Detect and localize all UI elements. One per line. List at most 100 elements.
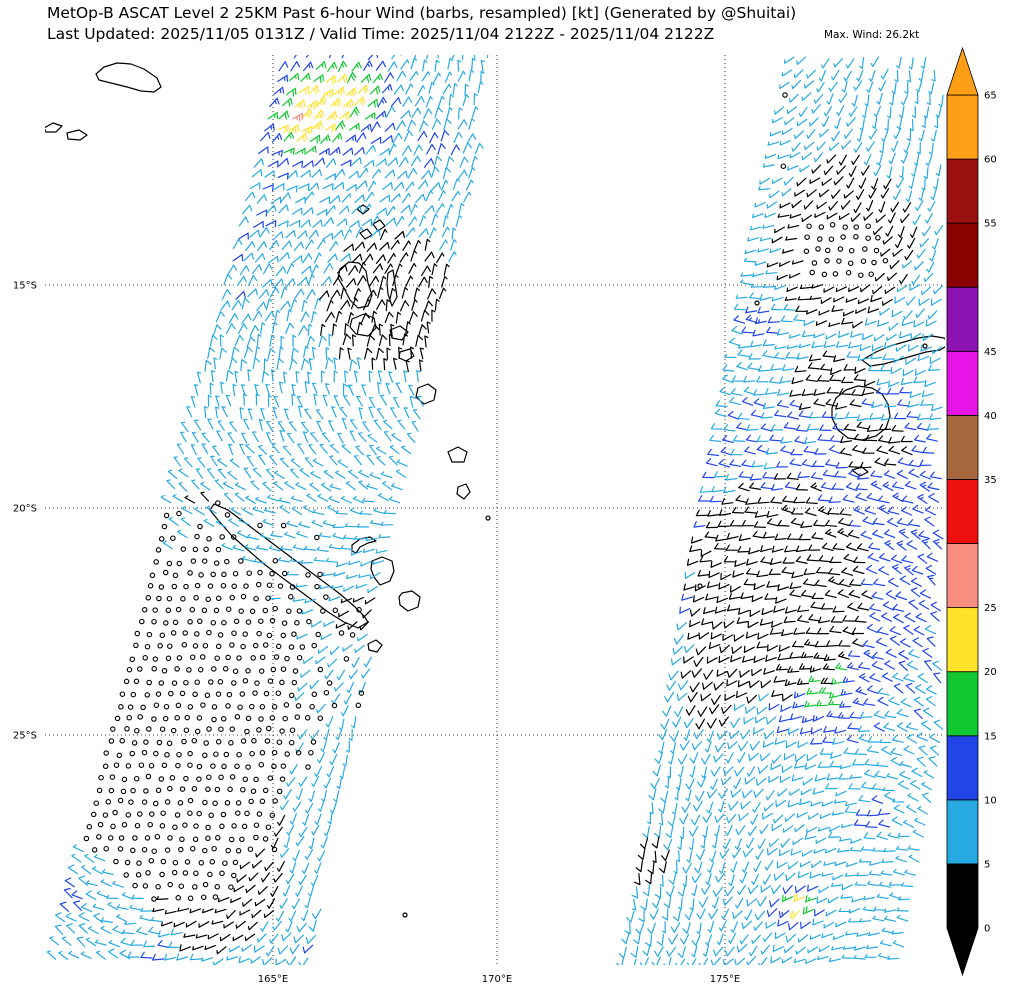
- calm-circle: [262, 642, 269, 648]
- coastline-ambrym: [389, 325, 409, 341]
- calm-circle: [189, 845, 196, 852]
- calm-circle: [868, 271, 874, 277]
- max-wind-label: Max. Wind: 26.2kt: [824, 29, 920, 41]
- calm-circle: [294, 620, 300, 626]
- calm-circle: [133, 642, 139, 649]
- calm-circle: [229, 774, 236, 780]
- calm-circle: [171, 680, 178, 686]
- calm-circle: [235, 800, 242, 806]
- colorbar-band: [946, 350, 979, 416]
- calm-circle: [236, 751, 242, 758]
- calm-circle: [232, 859, 239, 866]
- calm-circle: [136, 860, 142, 866]
- calm-circle: [253, 822, 260, 828]
- calm-circle: [142, 655, 148, 661]
- calm-circle: [174, 812, 181, 818]
- calm-circle: [133, 775, 140, 782]
- calm-circle: [201, 558, 208, 564]
- calm-circle: [187, 762, 193, 768]
- calm-circle: [242, 678, 249, 684]
- calm-circle: [118, 704, 124, 710]
- calm-circle: [231, 680, 237, 686]
- calm-circle: [86, 824, 93, 830]
- calm-circle: [284, 751, 290, 757]
- calm-circle: [272, 605, 278, 612]
- calm-circle: [127, 704, 134, 710]
- calm-circle: [809, 269, 815, 276]
- calm-circle: [239, 836, 245, 843]
- calm-circle: [355, 702, 362, 709]
- calm-circle: [837, 246, 844, 252]
- calm-circle: [824, 258, 830, 264]
- calm-circle: [182, 822, 188, 828]
- calm-circle: [882, 257, 889, 264]
- calm-circle: [228, 836, 235, 843]
- calm-circle: [176, 560, 183, 567]
- calm-circle: [865, 223, 871, 229]
- calm-circle: [167, 881, 173, 888]
- calm-circle: [167, 643, 173, 649]
- calm-circle: [205, 824, 211, 831]
- calm-circle: [314, 534, 320, 541]
- calm-circle: [212, 894, 219, 900]
- calm-circle: [119, 738, 125, 744]
- calm-circle: [284, 655, 290, 662]
- calm-circle: [214, 884, 221, 890]
- calm-circle: [152, 800, 159, 807]
- calm-circle: [146, 631, 153, 638]
- calm-circle: [202, 642, 209, 649]
- calm-circle: [141, 607, 148, 613]
- calm-circle: [288, 644, 295, 650]
- calm-circle: [206, 536, 212, 542]
- y-tick-label: 20°S: [13, 504, 37, 515]
- calm-circle: [171, 869, 178, 876]
- calm-circle: [222, 860, 228, 866]
- calm-circle: [806, 223, 812, 229]
- calm-circle: [135, 872, 142, 878]
- calm-circle: [873, 247, 880, 254]
- calm-circle: [142, 883, 149, 889]
- calm-circle: [132, 882, 138, 889]
- calm-circle: [229, 642, 235, 648]
- calm-circle: [187, 704, 194, 710]
- calm-circle: [170, 727, 177, 734]
- calm-circle: [153, 559, 159, 565]
- calm-circle: [174, 715, 180, 721]
- calm-circle: [144, 692, 151, 698]
- calm-circle: [356, 607, 362, 613]
- calm-circle: [246, 570, 252, 576]
- calm-circle: [248, 798, 254, 805]
- calm-circle: [296, 654, 303, 661]
- calm-circle: [158, 536, 165, 542]
- coastline-pentecost: [386, 269, 398, 307]
- calm-circle: [102, 812, 109, 818]
- calm-circle: [323, 689, 330, 696]
- wind-barb-layer: [267, 60, 848, 915]
- calm-circle: [235, 848, 242, 854]
- calm-circle: [159, 871, 165, 878]
- calm-circle: [240, 593, 247, 600]
- calm-circle: [158, 584, 165, 590]
- calm-circle: [227, 786, 233, 793]
- colorbar-band: [946, 286, 979, 352]
- calm-circle: [230, 534, 237, 540]
- calm-circle: [221, 619, 227, 626]
- calm-circle: [871, 259, 877, 266]
- calm-circle: [187, 810, 193, 816]
- calm-circle: [212, 800, 218, 807]
- calm-circle: [847, 260, 854, 266]
- calm-circle: [200, 894, 207, 900]
- calm-circle: [226, 691, 233, 698]
- colorbar-tick-label: 0: [984, 924, 990, 935]
- calm-circle: [194, 631, 200, 637]
- colorbar-band: [946, 863, 979, 929]
- calm-circle: [147, 583, 154, 589]
- calm-circle: [232, 570, 239, 577]
- calm-circle: [192, 884, 198, 890]
- calm-circle: [167, 785, 173, 792]
- calm-circle: [258, 761, 265, 768]
- x-tick-label: 170°E: [482, 974, 512, 985]
- calm-circle: [163, 620, 169, 626]
- colorbar-band: [946, 479, 979, 544]
- calm-circle: [183, 727, 190, 733]
